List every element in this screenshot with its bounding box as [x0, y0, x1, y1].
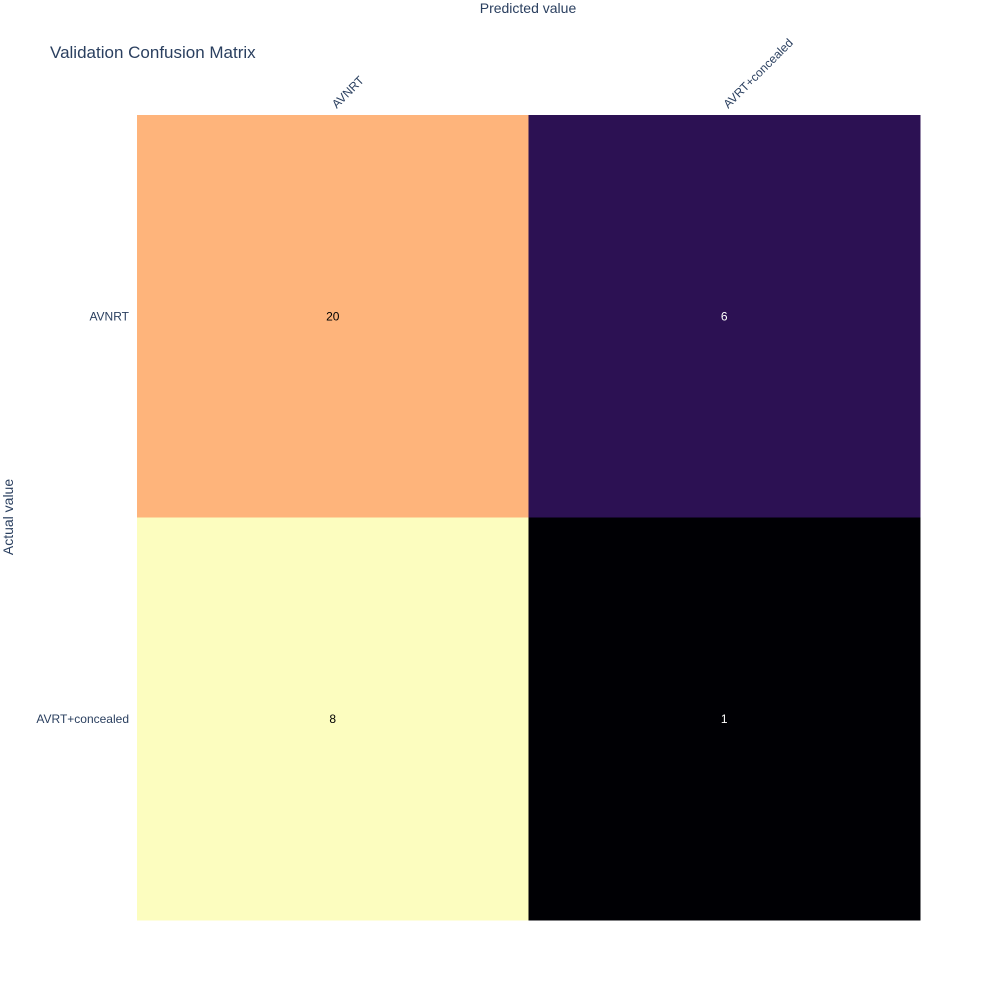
heatmap-cell	[137, 115, 529, 518]
cell-value-label: 8	[329, 712, 336, 726]
cell-value-labels: 20 6 8 1	[326, 309, 728, 726]
y-axis-ticks: AVNRT AVRT+concealed	[36, 309, 129, 726]
heatmap-cell	[528, 115, 921, 518]
cell-value-label: 20	[326, 309, 340, 323]
heatmap-cells	[137, 115, 921, 921]
heatmap-cell	[528, 517, 921, 921]
x-axis-title: Predicted value	[480, 0, 577, 16]
y-tick-label: AVNRT	[89, 309, 129, 323]
x-tick-label: AVRT+concealed	[720, 36, 795, 111]
chart-title: Validation Confusion Matrix	[50, 43, 256, 62]
cell-value-label: 6	[721, 309, 728, 323]
heatmap-cell	[137, 517, 529, 921]
x-axis-ticks: AVNRT AVRT+concealed	[329, 36, 796, 111]
x-tick-label: AVNRT	[329, 73, 367, 111]
y-axis-title: Actual value	[0, 479, 16, 555]
y-tick-label: AVRT+concealed	[36, 712, 129, 726]
cell-value-label: 1	[721, 712, 728, 726]
